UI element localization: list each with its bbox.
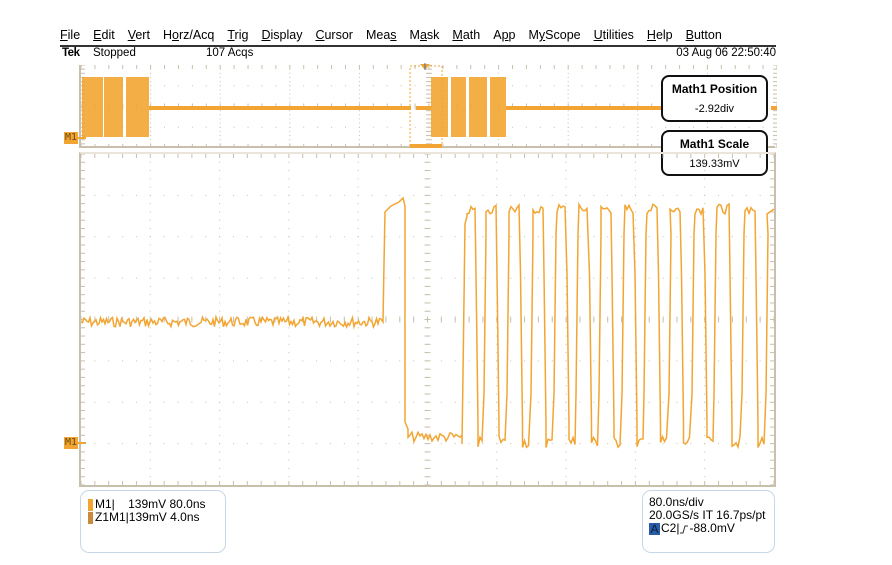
menu-mask[interactable]: Mask: [409, 28, 440, 42]
status-line: Tek Stopped 107 Acqs 03 Aug 06 22:50:40: [60, 47, 776, 61]
acquisition-state: Stopped: [93, 47, 136, 59]
menu-button[interactable]: Button: [685, 28, 722, 42]
overview-m1-marker[interactable]: M1: [64, 132, 87, 144]
trigger-a-badge: A: [649, 521, 660, 536]
menu-myscope[interactable]: MyScope: [528, 28, 581, 42]
horizontal-scale: 80.0ns/div: [649, 495, 704, 509]
trigger-level: -88.0mV: [689, 521, 735, 535]
trigger-readout: A C2| -88.0mV: [649, 522, 774, 535]
zoom-region-box[interactable]: [405, 62, 445, 152]
math1-position-readout[interactable]: Math1 Position -2.92div: [661, 75, 768, 122]
acquisition-count: 107 Acqs: [206, 47, 254, 59]
menu-app[interactable]: App: [493, 28, 516, 42]
menu-vert[interactable]: Vert: [127, 28, 150, 42]
m1-settings: M1| 139mV 80.0ns: [95, 497, 206, 511]
z1m1-settings: Z1M1|139mV 4.0ns: [95, 510, 200, 524]
menu-trig[interactable]: Trig: [227, 28, 249, 42]
channel-row-z1m1[interactable]: Z1M1|139mV 4.0ns: [88, 511, 225, 524]
math1-position-label: Math1 Position: [671, 82, 758, 96]
menu-math[interactable]: Math: [452, 28, 481, 42]
menu-meas[interactable]: Meas: [365, 28, 397, 42]
math1-position-value: -2.92div: [694, 103, 735, 115]
trigger-source: C2|: [661, 521, 680, 535]
main-waveform-display[interactable]: [79, 152, 776, 487]
channel-info-box[interactable]: M1| 139mV 80.0ns Z1M1|139mV 4.0ns: [80, 490, 226, 553]
rising-edge-icon: [680, 525, 689, 533]
menu-horzacq[interactable]: Horz/Acq: [162, 28, 215, 42]
sample-rate: 20.0GS/s IT 16.7ps/pt: [649, 508, 766, 522]
timestamp: 03 Aug 06 22:50:40: [676, 47, 776, 59]
m1-color-swatch: [88, 498, 93, 511]
menu-display[interactable]: Display: [261, 28, 303, 42]
math1-scale-value: 139.33mV: [689, 158, 740, 170]
menu-divider: [60, 45, 776, 47]
menu-help[interactable]: Help: [646, 28, 673, 42]
menu-utilities[interactable]: Utilities: [593, 28, 634, 42]
main-m1-marker[interactable]: M1: [64, 437, 87, 449]
menu-bar: File Edit Vert Horz/Acq Trig Display Cursor Mea…: [60, 28, 780, 44]
menu-edit[interactable]: Edit: [93, 28, 115, 42]
channel-row-m1[interactable]: M1| 139mV 80.0ns: [88, 498, 225, 511]
math1-scale-label: Math1 Scale: [679, 137, 750, 151]
tek-logo: Tek: [62, 47, 80, 59]
z1m1-color-swatch: [88, 511, 93, 524]
timebase-info-box[interactable]: 80.0ns/div 20.0GS/s IT 16.7ps/pt A C2| -…: [642, 490, 775, 553]
main-graticule: [81, 154, 775, 486]
menu-file[interactable]: File: [60, 28, 81, 42]
menu-cursor[interactable]: Cursor: [315, 28, 353, 42]
